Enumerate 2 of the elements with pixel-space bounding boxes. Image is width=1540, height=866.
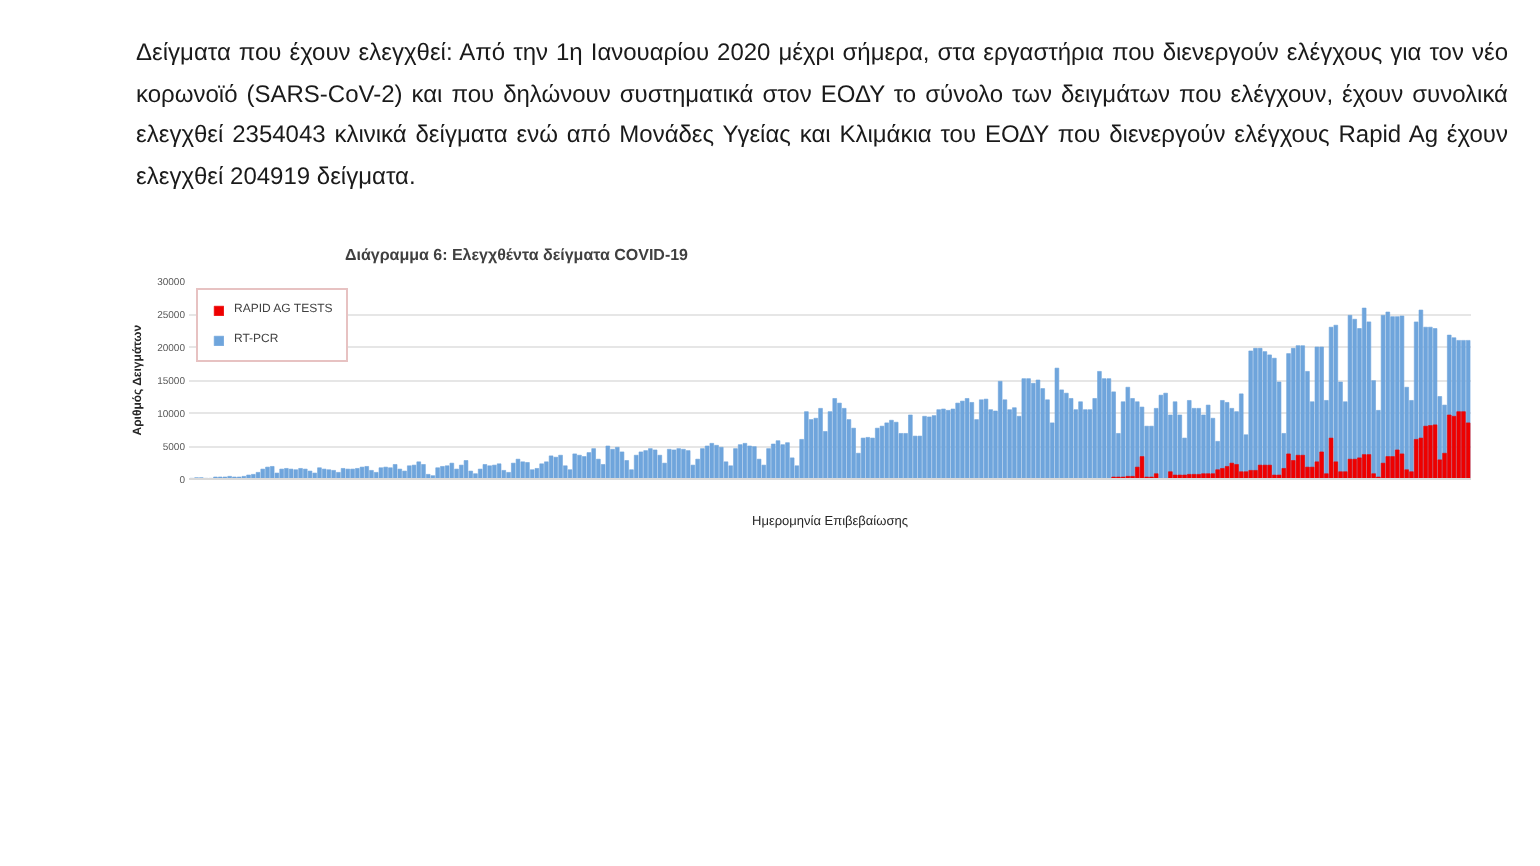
chart-title: Διάγραμμα 6: Ελεγχθέντα δείγματα COVID-19 <box>345 246 690 264</box>
text: Δείγματα που έχουν ελεγχθεί: Από την 1η Ιανουαρίου 2020 μέχρι σήμερα, στα εργαστήρια που διενεργούν ελέγχους για τον νέο κορωνοϊό (SARS-CoV-2) και που δηλώνουν συστηματικά στον ΕΟΔΥ το σύνολο των δειγμάτων που ελέγχουν, έχουν συνολικά ελεγχθεί 2354043 κλινικά δείγματα ενώ από Μονάδες Υγείας και Κλιμάκια του ΕΟΔΥ που διενεργούν ελέγχους Rapid Ag έχουν ελεγχθεί 204919 δείγματα. <box>136 36 1508 193</box>
